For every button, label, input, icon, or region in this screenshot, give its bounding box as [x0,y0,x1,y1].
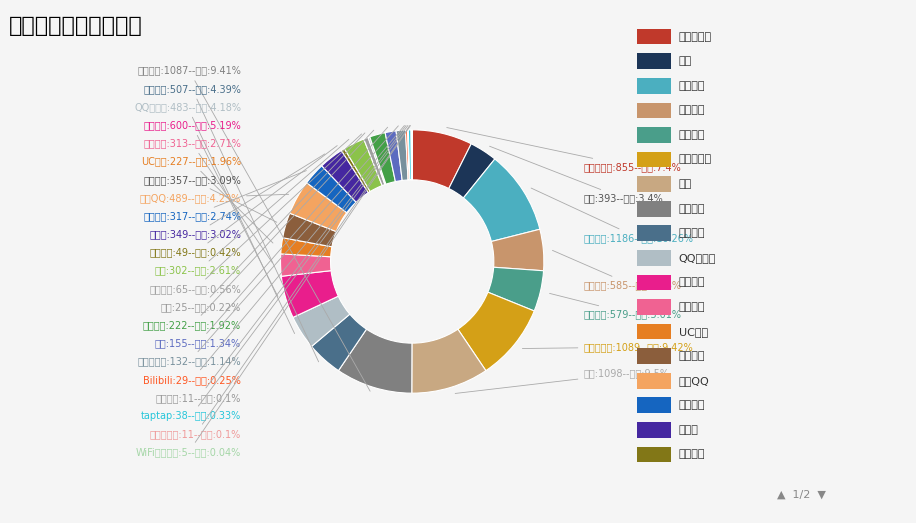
Wedge shape [385,131,402,181]
Text: 优酷视频:65--占比:0.56%: 优酷视频:65--占比:0.56% [149,134,362,294]
Text: 腾讯新闻:600--占比:5.19%: 腾讯新闻:600--占比:5.19% [143,120,278,297]
Text: 好看视频: 好看视频 [679,400,705,411]
Text: 微信:155--占比:1.34%: 微信:155--占比:1.34% [155,127,387,348]
Text: 全民小视频:11--占比:0.1%: 全民小视频:11--占比:0.1% [150,126,409,439]
Text: 网易新闻: 网易新闻 [679,302,705,312]
Text: 好看视频:317--占比:2.74%: 好看视频:317--占比:2.74% [143,170,306,221]
Wedge shape [339,329,412,393]
Wedge shape [293,296,350,346]
Text: UC头条: UC头条 [679,326,708,337]
Text: 快手: 快手 [679,56,692,66]
Text: 虎扑:302--占比:2.61%: 虎扑:302--占比:2.61% [155,139,349,276]
Wedge shape [488,267,543,311]
Text: 百度贴吧: 百度贴吧 [679,449,705,460]
Text: 抖音:1098--占比:9.5%: 抖音:1098--占比:9.5% [455,368,670,393]
Text: 爱奇艺:349--占比:3.02%: 爱奇艺:349--占比:3.02% [149,154,325,239]
Text: 今日头条: 今日头条 [679,81,705,91]
Wedge shape [368,137,386,185]
Text: 腾讯视频: 腾讯视频 [679,130,705,140]
Text: 优量广告:507--占比:4.39%: 优量广告:507--占比:4.39% [143,84,319,362]
Text: 腾讯QQ:489--占比:4.23%: 腾讯QQ:489--占比:4.23% [140,193,289,203]
Text: WiFi万能钥匙:5--占比:0.04%: WiFi万能钥匙:5--占比:0.04% [136,126,410,458]
Wedge shape [412,130,471,188]
Text: 腾讯QQ: 腾讯QQ [679,376,710,386]
Wedge shape [322,151,368,202]
Wedge shape [280,254,331,276]
Text: 华为浏览器:132--占比:1.14%: 华为浏览器:132--占比:1.14% [137,126,398,367]
Wedge shape [409,130,411,180]
Text: 手机百度: 手机百度 [679,351,705,361]
Wedge shape [342,149,370,192]
Wedge shape [281,270,338,317]
Text: 腾讯新闻: 腾讯新闻 [679,277,705,288]
Text: 抖音火山版: 抖音火山版 [679,154,712,165]
Text: 抖音火山版:1089--占比:9.42%: 抖音火山版:1089--占比:9.42% [522,342,693,352]
Wedge shape [344,139,382,191]
Text: 西瓜视频: 西瓜视频 [679,203,705,214]
Text: 西瓜视频:1087--占比:9.41%: 西瓜视频:1087--占比:9.41% [137,65,370,391]
Text: QQ浏览器: QQ浏览器 [679,253,716,263]
Wedge shape [289,183,347,232]
Text: 天天快报: 天天快报 [679,105,705,116]
Wedge shape [307,166,356,213]
Wedge shape [491,229,544,271]
Wedge shape [364,138,385,186]
Text: UC头条:227--占比:1.96%: UC头条:227--占比:1.96% [141,156,273,243]
Text: taptap:38--占比:0.33%: taptap:38--占比:0.33% [141,126,408,421]
Text: 爱奇艺: 爱奇艺 [679,425,699,435]
Wedge shape [408,130,409,180]
Wedge shape [412,329,485,393]
Text: 知乎:25--占比:0.22%: 知乎:25--占比:0.22% [161,133,365,312]
Text: 网易新闻:313--占比:2.71%: 网易新闻:313--占比:2.71% [143,138,272,263]
Text: 今日头条:1186--占比:10.26%: 今日头条:1186--占比:10.26% [531,188,693,243]
Wedge shape [406,130,409,180]
Text: QQ浏览器:483--占比:4.18%: QQ浏览器:483--占比:4.18% [134,102,295,334]
Text: 糗事百科:222--占比:1.92%: 糗事百科:222--占比:1.92% [143,130,374,330]
Text: Bilibili:29--占比:0.25%: Bilibili:29--占比:0.25% [143,126,405,385]
Wedge shape [283,213,336,247]
Wedge shape [396,130,408,180]
Wedge shape [463,159,540,242]
Wedge shape [458,292,534,371]
Wedge shape [449,144,495,198]
Text: 百度贴吧:49--占比:0.42%: 百度贴吧:49--占比:0.42% [149,145,337,257]
Text: ▲  1/2  ▼: ▲ 1/2 ▼ [777,489,826,499]
Wedge shape [411,130,412,180]
Wedge shape [311,314,366,371]
Text: 手机百度:357--占比:3.09%: 手机百度:357--占比:3.09% [143,175,277,222]
Text: 新浪微博:11--占比:0.1%: 新浪微博:11--占比:0.1% [156,126,406,403]
Text: 抖音: 抖音 [679,179,692,189]
Text: 穿山甲联盟: 穿山甲联盟 [679,31,712,42]
Wedge shape [280,238,332,257]
Wedge shape [370,133,396,184]
Text: 优量广告: 优量广告 [679,228,705,238]
Text: 天天快报:585--占比:5.06%: 天天快报:585--占比:5.06% [552,251,682,290]
Text: 腾讯视频:579--占比:5.01%: 腾讯视频:579--占比:5.01% [550,293,682,319]
Text: 快手:393--占比:3.4%: 快手:393--占比:3.4% [489,146,663,203]
Text: 穿山甲联盟:855--占比:7.4%: 穿山甲联盟:855--占比:7.4% [447,128,682,172]
Text: 游戏投放广告平台占比: 游戏投放广告平台占比 [9,16,143,36]
